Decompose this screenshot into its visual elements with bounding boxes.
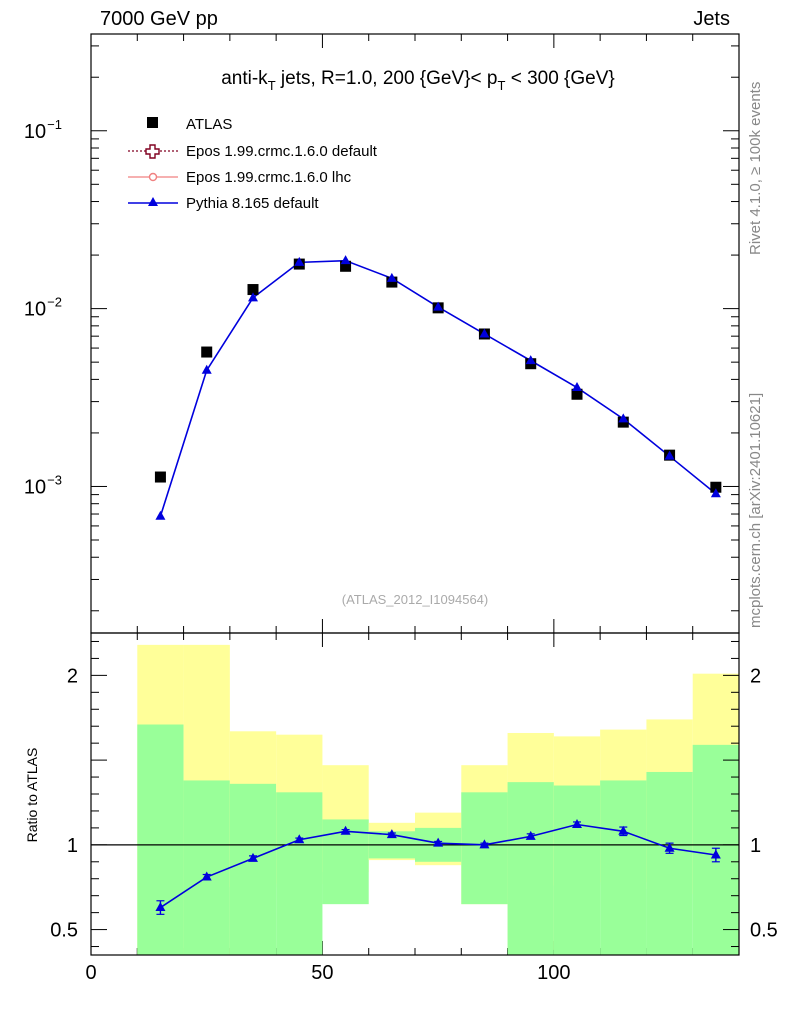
uncertainty-band-inner bbox=[507, 782, 554, 955]
atlas-point bbox=[340, 260, 352, 272]
atlas-point bbox=[710, 481, 722, 493]
pythia-ratio-point bbox=[340, 825, 351, 835]
energy-label: 7000 GeV pp bbox=[100, 8, 218, 30]
legend-epos-default-label: Epos 1.99.crmc.1.6.0 default bbox=[186, 143, 378, 160]
pythia-ratio-point bbox=[664, 842, 675, 852]
uncertainty-band-inner bbox=[183, 780, 230, 955]
pythia-ratio-point bbox=[525, 830, 536, 840]
pythia-ratio-point bbox=[294, 834, 305, 844]
pythia-ratio-point bbox=[201, 871, 212, 881]
pythia-ratio-point bbox=[433, 837, 444, 847]
legend-atlas-label: ATLAS bbox=[186, 116, 232, 133]
pythia-point bbox=[525, 355, 536, 365]
y-tick-label: 10−2 bbox=[24, 295, 62, 321]
pythia-point bbox=[340, 255, 351, 265]
atlas-point bbox=[154, 471, 166, 483]
uncertainty-band-inner bbox=[646, 771, 693, 955]
pythia-ratio-point bbox=[386, 829, 397, 839]
legend-pythia-label: Pythia 8.165 default bbox=[186, 195, 319, 212]
pythia-ratio-point bbox=[710, 849, 721, 859]
pythia-point bbox=[664, 450, 675, 460]
chart-title: anti-kT jets, R=1.0, 200 {GeV}< pT < 300… bbox=[221, 68, 615, 93]
pythia-point bbox=[201, 364, 212, 374]
atlas-point bbox=[386, 276, 398, 288]
uncertainty-band-inner bbox=[229, 783, 277, 955]
atlas-point bbox=[571, 388, 583, 400]
pythia-point bbox=[618, 413, 629, 423]
pythia-line bbox=[159, 259, 717, 517]
pythia-point bbox=[294, 256, 305, 266]
ratio-y-tick-label: 2 bbox=[67, 665, 78, 687]
ratio-y-tick-label-right: 0.5 bbox=[750, 920, 778, 942]
pythia-point bbox=[433, 301, 444, 311]
legend-atlas-marker bbox=[147, 117, 158, 128]
pythia-point bbox=[572, 382, 582, 392]
pythia-ratio-point bbox=[479, 839, 490, 849]
pythia-ratio-point bbox=[618, 825, 629, 835]
ratio-panel: 0 50 100 0.5 0.5 1 1 2 2 bbox=[50, 632, 778, 984]
uncertainty-band-inner bbox=[600, 780, 647, 955]
ratio-axis-label: Ratio to ATLAS bbox=[24, 748, 40, 843]
ratio-y-tick-label-right: 2 bbox=[750, 665, 761, 687]
rivet-version-label: Rivet 4.1.0, ≥ 100k events bbox=[747, 82, 764, 255]
atlas-point bbox=[247, 284, 259, 296]
analysis-watermark: (ATLAS_2012_I1094564) bbox=[342, 592, 488, 607]
atlas-point bbox=[201, 346, 213, 358]
ratio-y-tick-label: 0.5 bbox=[50, 920, 78, 942]
legend-epos-lhc-label: Epos 1.99.crmc.1.6.0 lhc bbox=[186, 169, 352, 186]
legend: ATLAS Epos 1.99.crmc.1.6.0 default Epos … bbox=[128, 116, 378, 212]
pythia-point bbox=[155, 510, 166, 520]
x-tick-label: 100 bbox=[537, 962, 570, 984]
pythia-ratio-point bbox=[572, 819, 582, 829]
uncertainty-band-inner bbox=[553, 785, 601, 955]
process-label: Jets bbox=[693, 8, 730, 30]
y-tick-label: 10−3 bbox=[24, 472, 62, 498]
x-tick-label: 50 bbox=[311, 962, 333, 984]
pythia-point bbox=[710, 488, 721, 498]
pythia-ratio-point bbox=[248, 852, 258, 862]
pythia-point bbox=[386, 272, 397, 282]
legend-epos-lhc-marker bbox=[128, 172, 178, 182]
ratio-y-tick-label-right: 1 bbox=[750, 835, 761, 857]
mcplots-label: mcplots.cern.ch [arXiv:2401.10621] bbox=[747, 393, 764, 628]
legend-pythia-marker bbox=[128, 197, 178, 206]
y-tick-label: 10−1 bbox=[24, 117, 62, 143]
uncertainty-band-inner bbox=[276, 792, 323, 955]
pythia-point bbox=[248, 292, 258, 302]
ratio-y-tick-label: 1 bbox=[67, 835, 78, 857]
x-tick-label: 0 bbox=[85, 962, 96, 984]
legend-epos-default-marker bbox=[128, 144, 178, 159]
pythia-point bbox=[479, 328, 490, 338]
uncertainty-band-inner bbox=[137, 724, 184, 955]
pythia-ratio-point bbox=[155, 902, 166, 912]
